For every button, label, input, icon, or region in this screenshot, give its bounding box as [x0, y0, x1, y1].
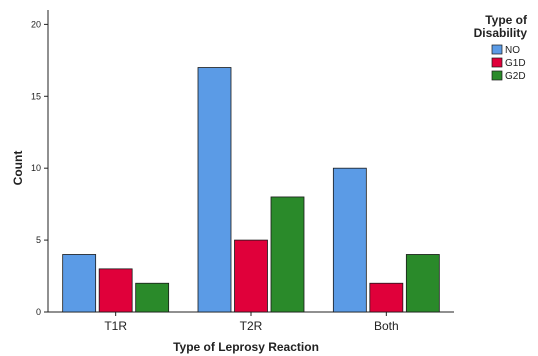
legend-label-g2d: G2D [505, 71, 526, 82]
legend-swatch-g1d [491, 57, 503, 68]
y-tick-label: 0 [36, 307, 41, 317]
bar-g2d-t1r [135, 282, 170, 313]
legend-title-line-1: Type of [485, 13, 528, 27]
legend-swatch-g2d [491, 70, 503, 81]
axis-labels: Count Type of Leprosy Reaction [11, 151, 319, 354]
bar-no-t1r [62, 254, 97, 313]
y-tick-label: 10 [31, 163, 41, 173]
bar-g2d-both [405, 254, 440, 313]
bar-g1d-t2r [234, 239, 268, 313]
y-tick-label: 15 [31, 91, 41, 101]
x-tick-label: Both [374, 319, 399, 333]
legend-label-no: NO [505, 45, 520, 56]
legend-swatch-no [491, 44, 503, 55]
x-tick-label: T2R [240, 319, 263, 333]
y-axis-title: Count [11, 151, 25, 186]
bar-g1d-both [369, 282, 404, 313]
legend-label-g1d: G1D [505, 58, 526, 69]
bar-no-both [332, 167, 367, 313]
legend: Type of Disability NO G1D G2D [474, 13, 528, 82]
x-tick-label: T1R [104, 319, 127, 333]
bar-g2d-t2r [270, 196, 305, 313]
y-tick-label: 5 [36, 235, 41, 245]
bars [62, 67, 440, 313]
bar-g1d-t1r [98, 268, 133, 313]
bar-no-t2r [197, 67, 232, 313]
x-axis-title: Type of Leprosy Reaction [173, 340, 319, 354]
legend-title-line-2: Disability [474, 26, 528, 40]
y-tick-label: 20 [31, 19, 41, 29]
